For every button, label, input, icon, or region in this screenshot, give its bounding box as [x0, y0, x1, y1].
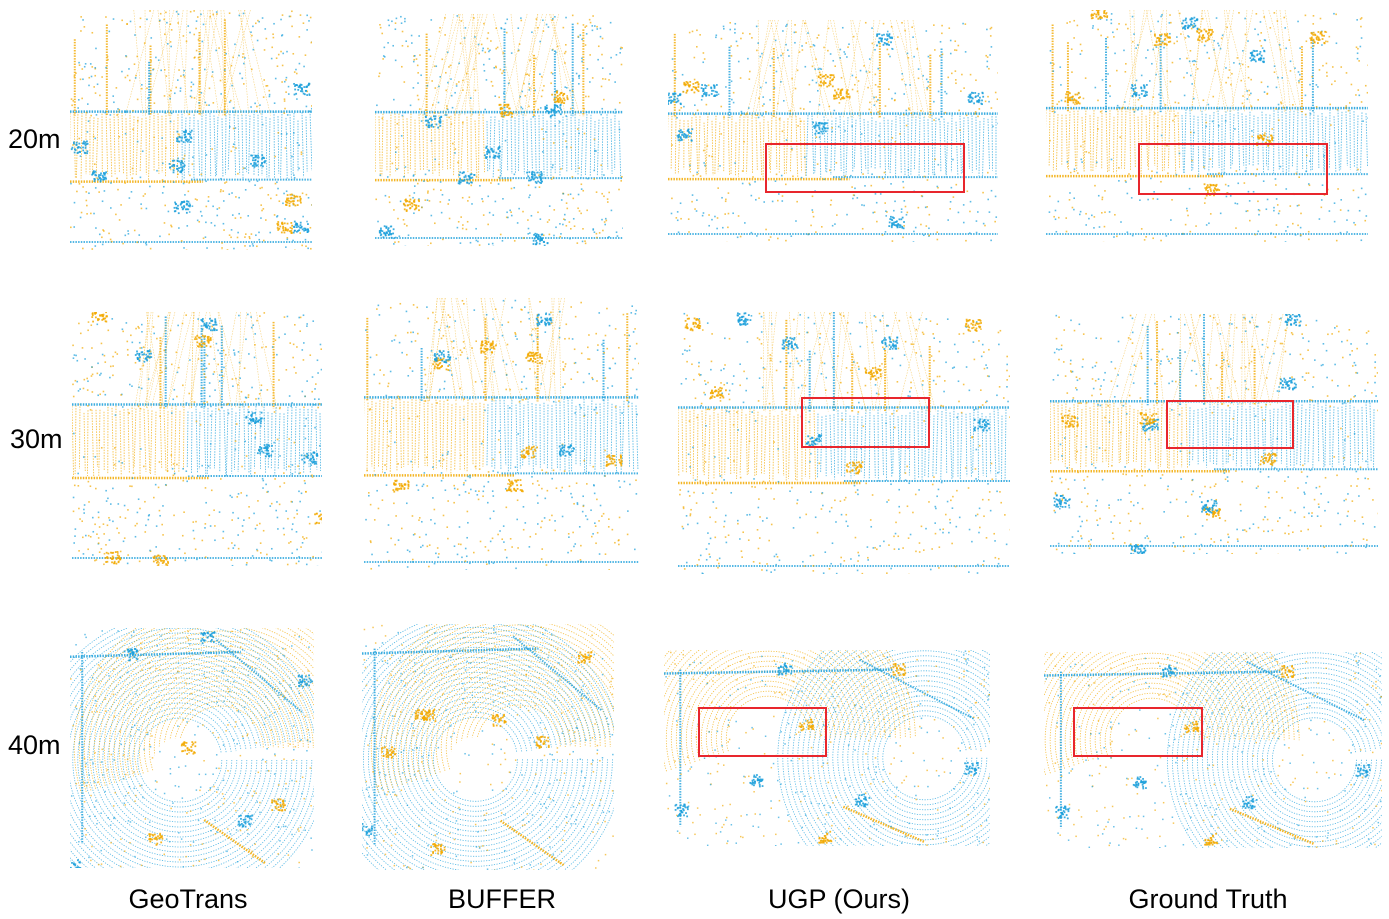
highlight-box-20m-ugp: [765, 143, 965, 193]
panel-40m-buffer: [362, 624, 614, 870]
highlight-box-20m-ground-truth: [1138, 143, 1328, 195]
column-label-buffer: BUFFER: [448, 884, 556, 914]
row-label-40m: 40m: [8, 730, 61, 760]
highlight-box-30m-ugp: [801, 397, 930, 448]
panel-30m-ugp: [678, 312, 1010, 574]
highlight-box-40m-ground-truth: [1073, 707, 1203, 757]
panel-40m-ground-truth: [1044, 652, 1382, 848]
highlight-box-40m-ugp: [698, 707, 827, 757]
highlight-box-30m-ground-truth: [1166, 400, 1294, 449]
panel-20m-ugp: [668, 20, 998, 242]
row-label-20m: 20m: [8, 124, 61, 154]
column-label-ground-truth: Ground Truth: [1128, 884, 1288, 914]
panel-30m-geotrans: [72, 312, 322, 566]
panel-40m-ugp: [664, 650, 990, 846]
panel-20m-geotrans: [70, 10, 312, 250]
column-label-geotrans: GeoTrans: [128, 884, 248, 914]
panel-20m-ground-truth: [1046, 10, 1368, 242]
panel-40m-geotrans: [70, 628, 314, 868]
panel-20m-buffer: [375, 14, 623, 246]
panel-30m-ground-truth: [1050, 314, 1378, 554]
column-label-ugp: UGP (Ours): [767, 884, 910, 914]
row-label-30m: 30m: [10, 424, 63, 454]
panel-30m-buffer: [364, 298, 639, 570]
